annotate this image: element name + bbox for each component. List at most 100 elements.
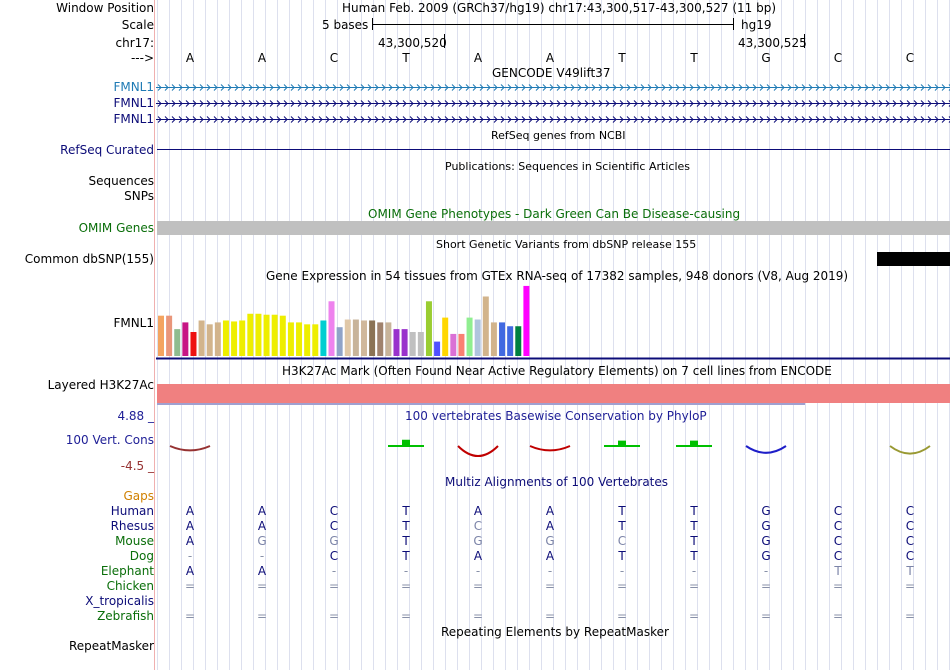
gtex-title[interactable]: Gene Expression in 54 tissues from GTEx …	[266, 269, 849, 283]
alignment-base: C	[329, 504, 339, 518]
alignment-base: G	[761, 549, 771, 563]
strand-label: --->	[130, 51, 154, 65]
strand-arrow	[360, 100, 365, 107]
strand-arrow	[374, 84, 379, 91]
strand-arrow	[647, 84, 652, 91]
h3k27-label[interactable]: Layered H3K27Ac	[47, 378, 154, 392]
strand-arrow	[836, 84, 841, 91]
cons-mark	[529, 445, 571, 452]
strand-arrow	[227, 116, 232, 123]
alignment-base: G	[761, 534, 771, 548]
alignment-base: A	[473, 504, 483, 518]
gencode-gene-label-3[interactable]: FMNL1	[113, 112, 154, 126]
alignment-base: G	[473, 534, 483, 548]
gtex-bar-chart[interactable]	[156, 284, 950, 360]
strand-arrow	[220, 84, 225, 91]
strand-arrow	[570, 84, 575, 91]
strand-arrow	[164, 116, 169, 123]
strand-arrow	[458, 116, 463, 123]
species-label[interactable]: Rhesus	[110, 519, 154, 533]
omim-label[interactable]: OMIM Genes	[78, 221, 154, 235]
species-label[interactable]: Chicken	[106, 579, 154, 593]
refseq-title[interactable]: RefSeq genes from NCBI	[491, 129, 626, 142]
dbsnp-title[interactable]: Short Genetic Variants from dbSNP releas…	[436, 238, 697, 251]
strand-arrow	[808, 116, 813, 123]
alignment-base: C	[905, 534, 915, 548]
strand-arrow	[885, 100, 890, 107]
strand-arrow	[584, 116, 589, 123]
strand-arrow	[171, 84, 176, 91]
strand-arrow	[619, 84, 624, 91]
strand-arrow	[325, 100, 330, 107]
gtex-bar	[312, 324, 319, 356]
strand-arrow	[710, 84, 715, 91]
omim-title[interactable]: OMIM Gene Phenotypes - Dark Green Can Be…	[368, 207, 741, 221]
strand-arrow	[745, 100, 750, 107]
alignment-base: G	[545, 534, 555, 548]
strand-arrow	[731, 84, 736, 91]
multiz-title[interactable]: Multiz Alignments of 100 Vertebrates	[445, 475, 669, 489]
gencode-gene-label-2[interactable]: FMNL1	[113, 96, 154, 110]
gaps-label[interactable]: Gaps	[123, 489, 154, 503]
gtex-bar	[279, 315, 286, 356]
publications-title[interactable]: Publications: Sequences in Scientific Ar…	[445, 160, 690, 173]
species-label[interactable]: Elephant	[100, 564, 154, 578]
gtex-bar	[523, 285, 530, 356]
strand-arrow	[416, 116, 421, 123]
strand-arrow	[633, 100, 638, 107]
gtex-label[interactable]: FMNL1	[113, 316, 154, 330]
species-label[interactable]: Zebrafish	[97, 609, 154, 623]
strand-arrow	[808, 84, 813, 91]
strand-arrow	[402, 84, 407, 91]
strand-arrow	[514, 100, 519, 107]
strand-arrow	[696, 116, 701, 123]
species-label[interactable]: Human	[110, 504, 154, 518]
species-label[interactable]: Mouse	[115, 534, 154, 548]
repeat-title[interactable]: Repeating Elements by RepeatMasker	[441, 625, 669, 639]
snps-label[interactable]: SNPs	[124, 189, 154, 203]
strand-arrow	[556, 84, 561, 91]
coord-tick-2: 43,300,525	[738, 36, 807, 50]
gtex-bar	[466, 317, 473, 356]
cons-label[interactable]: 100 Vert. Cons	[65, 433, 154, 447]
cons-mark	[604, 440, 640, 447]
h3k27-title[interactable]: H3K27Ac Mark (Often Found Near Active Re…	[282, 364, 832, 378]
species-label[interactable]: Dog	[129, 549, 154, 563]
gtex-bar	[369, 320, 376, 356]
strand-arrow	[871, 100, 876, 107]
repeat-label[interactable]: RepeatMasker	[68, 639, 154, 653]
cons-title[interactable]: 100 vertebrates Basewise Conservation by…	[405, 409, 707, 423]
strand-arrow	[661, 100, 666, 107]
alignment-base: T	[402, 549, 410, 563]
cons-wiggle-chart[interactable]	[156, 418, 950, 470]
strand-arrow	[500, 100, 505, 107]
strand-arrow	[444, 116, 449, 123]
strand-arrow	[262, 116, 267, 123]
cons-min-label: -4.5 _	[120, 459, 154, 473]
scale-assembly: hg19	[741, 18, 772, 32]
gencode-title[interactable]: GENCODE V49lift37	[492, 66, 611, 80]
dbsnp-variant[interactable]	[877, 252, 950, 266]
gencode-gene-features[interactable]	[156, 80, 950, 126]
strand-arrow	[892, 116, 897, 123]
strand-arrow	[549, 100, 554, 107]
dbsnp-label[interactable]: Common dbSNP(155)	[24, 252, 154, 266]
window-position-value[interactable]: Human Feb. 2009 (GRCh37/hg19) chr17:43,3…	[342, 1, 777, 15]
chrom-label[interactable]: chr17:	[115, 36, 154, 50]
refseq-gene-line[interactable]	[157, 149, 950, 150]
gencode-gene-label-1[interactable]: FMNL1	[113, 80, 154, 94]
h3k27-signal[interactable]	[157, 384, 950, 403]
strand-arrow	[563, 84, 568, 91]
strand-arrow	[759, 100, 764, 107]
sequences-label[interactable]: Sequences	[88, 174, 154, 188]
strand-arrow	[353, 116, 358, 123]
strand-arrow	[801, 84, 806, 91]
species-label[interactable]: X_tropicalis	[85, 594, 154, 608]
strand-arrow	[626, 116, 631, 123]
strand-arrow	[808, 100, 813, 107]
strand-arrow	[549, 84, 554, 91]
strand-arrow	[395, 100, 400, 107]
strand-arrow	[437, 100, 442, 107]
refseq-label[interactable]: RefSeq Curated	[60, 143, 154, 157]
omim-gene-bar[interactable]	[157, 221, 950, 235]
